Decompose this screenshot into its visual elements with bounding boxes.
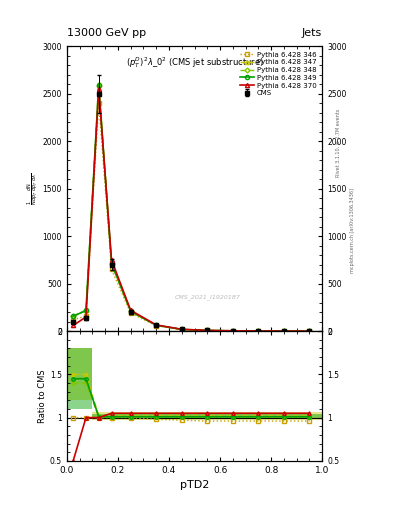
Pythia 6.428 348 (84, 308, 88, 314)
Pythia 6.428 347 (154, 322, 158, 328)
Text: CMS_2021_I1920187: CMS_2021_I1920187 (174, 294, 240, 300)
Pythia 6.428 349 (71, 313, 75, 319)
Pythia 6.428 349 (230, 328, 235, 334)
Pythia 6.428 349 (154, 322, 158, 328)
Pythia 6.428 370 (96, 86, 101, 92)
Pythia 6.428 346 (205, 327, 210, 333)
Pythia 6.428 348 (230, 328, 235, 334)
Pythia 6.428 348 (109, 261, 114, 267)
Pythia 6.428 349 (281, 328, 286, 334)
Pythia 6.428 347 (205, 327, 210, 333)
Pythia 6.428 349 (84, 307, 88, 313)
Pythia 6.428 349 (256, 328, 261, 334)
Text: Jets: Jets (302, 28, 322, 38)
Pythia 6.428 347 (71, 313, 75, 319)
Text: mcplots.cern.ch [arXiv:1306.3436]: mcplots.cern.ch [arXiv:1306.3436] (350, 188, 355, 273)
Pythia 6.428 346 (154, 323, 158, 329)
Pythia 6.428 370 (205, 327, 210, 333)
Pythia 6.428 347 (281, 328, 286, 334)
Pythia 6.428 348 (71, 313, 75, 319)
Pythia 6.428 347 (129, 308, 133, 314)
Pythia 6.428 370 (179, 326, 184, 332)
Pythia 6.428 370 (281, 328, 286, 334)
Pythia 6.428 348 (281, 328, 286, 334)
Pythia 6.428 348 (154, 322, 158, 328)
Pythia 6.428 347 (96, 81, 101, 87)
Pythia 6.428 348 (205, 327, 210, 333)
Text: Rivet 3.1.10, ≥ 2.7M events: Rivet 3.1.10, ≥ 2.7M events (336, 109, 341, 178)
Text: $(p_T^D)^2\lambda\_0^2$ (CMS jet substructure): $(p_T^D)^2\lambda\_0^2$ (CMS jet substru… (126, 55, 263, 70)
Pythia 6.428 349 (179, 326, 184, 332)
Line: Pythia 6.428 348: Pythia 6.428 348 (72, 84, 311, 333)
Pythia 6.428 370 (71, 323, 75, 329)
Pythia 6.428 347 (109, 260, 114, 266)
Pythia 6.428 346 (129, 310, 133, 316)
Pythia 6.428 346 (256, 328, 261, 334)
Pythia 6.428 346 (230, 328, 235, 334)
Pythia 6.428 347 (230, 328, 235, 334)
Pythia 6.428 346 (281, 328, 286, 334)
Legend: Pythia 6.428 346, Pythia 6.428 347, Pythia 6.428 348, Pythia 6.428 349, Pythia 6: Pythia 6.428 346, Pythia 6.428 347, Pyth… (238, 50, 319, 98)
Pythia 6.428 348 (307, 328, 312, 334)
Y-axis label: $\frac{1}{\mathrm{N}} \frac{d\mathrm{N}}{d p_T\ d p_T\ d\lambda}$: $\frac{1}{\mathrm{N}} \frac{d\mathrm{N}}… (26, 173, 41, 205)
Pythia 6.428 349 (307, 328, 312, 334)
Pythia 6.428 348 (96, 83, 101, 89)
Pythia 6.428 347 (179, 326, 184, 332)
Pythia 6.428 347 (307, 328, 312, 334)
Pythia 6.428 370 (129, 307, 133, 313)
Line: Pythia 6.428 347: Pythia 6.428 347 (71, 82, 312, 333)
Line: Pythia 6.428 349: Pythia 6.428 349 (71, 83, 312, 333)
Pythia 6.428 370 (230, 328, 235, 334)
Pythia 6.428 370 (307, 328, 312, 334)
Pythia 6.428 346 (84, 313, 88, 319)
Pythia 6.428 348 (179, 326, 184, 332)
Pythia 6.428 348 (256, 328, 261, 334)
Pythia 6.428 348 (129, 308, 133, 314)
Pythia 6.428 346 (96, 100, 101, 106)
Pythia 6.428 370 (256, 328, 261, 334)
Pythia 6.428 347 (84, 307, 88, 313)
Pythia 6.428 370 (84, 314, 88, 320)
Pythia 6.428 370 (109, 257, 114, 263)
X-axis label: pTD2: pTD2 (180, 480, 209, 490)
Pythia 6.428 346 (179, 327, 184, 333)
Pythia 6.428 349 (205, 327, 210, 333)
Pythia 6.428 346 (109, 266, 114, 272)
Text: 13000 GeV pp: 13000 GeV pp (67, 28, 146, 38)
Line: Pythia 6.428 346: Pythia 6.428 346 (71, 101, 312, 333)
Line: Pythia 6.428 370: Pythia 6.428 370 (71, 87, 312, 333)
Pythia 6.428 349 (109, 260, 114, 266)
Y-axis label: Ratio to CMS: Ratio to CMS (38, 369, 47, 423)
Pythia 6.428 349 (96, 82, 101, 88)
Pythia 6.428 349 (129, 308, 133, 314)
Pythia 6.428 346 (307, 328, 312, 334)
Pythia 6.428 370 (154, 322, 158, 328)
Pythia 6.428 347 (256, 328, 261, 334)
Pythia 6.428 346 (71, 317, 75, 323)
